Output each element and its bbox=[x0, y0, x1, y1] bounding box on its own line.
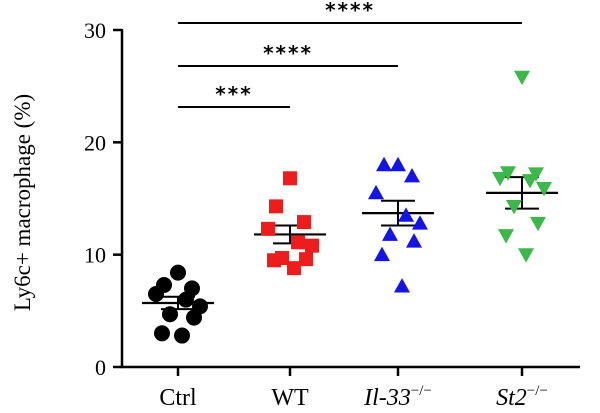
plot-area: 0 10 20 30 Ctrl WT Il-33−/− St2−/− Ly6c+ macroph… bbox=[10, 0, 580, 411]
data-point bbox=[514, 70, 530, 86]
x-tick-label: Ctrl bbox=[159, 385, 197, 411]
data-point bbox=[382, 226, 398, 241]
data-point bbox=[500, 166, 516, 181]
y-tick-label: 30 bbox=[84, 18, 106, 43]
data-point bbox=[299, 252, 313, 267]
data-point bbox=[406, 233, 422, 248]
data-point bbox=[297, 215, 311, 230]
x-tick-label: WT bbox=[271, 385, 309, 411]
data-point bbox=[530, 216, 546, 232]
data-point bbox=[305, 238, 319, 253]
data-point bbox=[283, 171, 297, 186]
data-point bbox=[404, 168, 420, 183]
data-point bbox=[390, 156, 406, 172]
data-point bbox=[536, 181, 552, 197]
data-point bbox=[287, 261, 301, 276]
y-tick-label: 0 bbox=[95, 355, 106, 380]
significance-label: **** bbox=[263, 41, 313, 65]
data-point bbox=[498, 229, 514, 244]
data-point bbox=[148, 285, 164, 302]
y-tick-label: 20 bbox=[84, 130, 106, 155]
x-tick-label: St2−/− bbox=[496, 383, 548, 411]
data-point bbox=[178, 291, 194, 308]
data-point bbox=[170, 264, 186, 281]
data-point bbox=[374, 246, 390, 262]
data-point bbox=[186, 309, 202, 326]
data-point bbox=[492, 171, 508, 187]
data-point bbox=[522, 174, 538, 189]
data-point bbox=[154, 325, 170, 342]
data-point bbox=[376, 156, 392, 172]
data-point bbox=[368, 184, 384, 200]
y-axis-label: Ly6c+ macrophage (%) bbox=[10, 94, 35, 311]
data-point bbox=[394, 278, 410, 293]
data-point bbox=[398, 207, 414, 222]
data-point bbox=[174, 327, 190, 344]
data-point bbox=[291, 235, 305, 250]
y-tick-label: 10 bbox=[84, 243, 106, 268]
data-point bbox=[506, 199, 522, 215]
data-point bbox=[162, 306, 178, 323]
data-point bbox=[412, 215, 428, 230]
significance-label: *** bbox=[215, 82, 252, 106]
data-point bbox=[261, 221, 275, 236]
data-point bbox=[269, 199, 283, 214]
data-point bbox=[518, 248, 534, 263]
data-point bbox=[267, 253, 281, 268]
significance-label: **** bbox=[325, 0, 375, 22]
x-tick-label: Il-33−/− bbox=[363, 383, 432, 411]
